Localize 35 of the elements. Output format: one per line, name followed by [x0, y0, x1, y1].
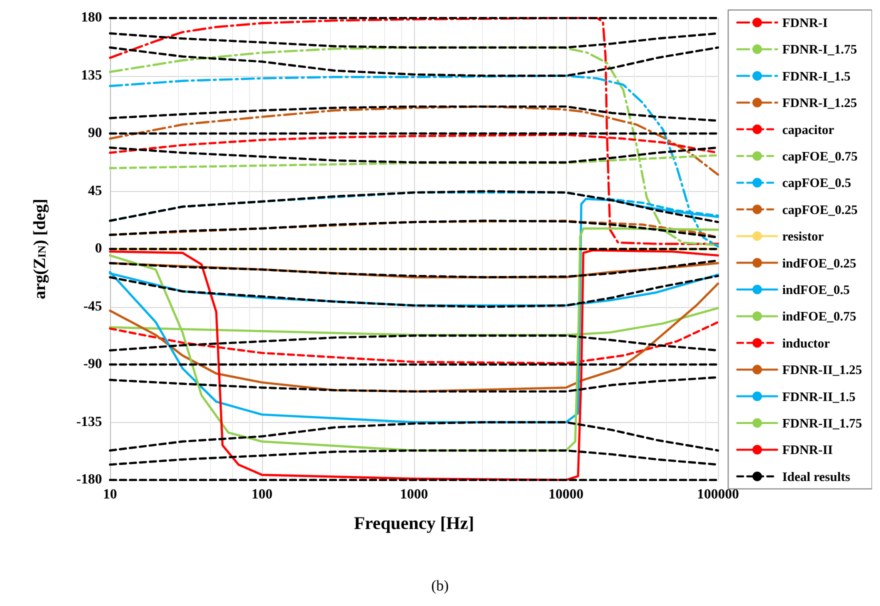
legend-label: indFOE_0.5 — [782, 282, 850, 297]
legend-label: indFOE_0.25 — [782, 255, 857, 270]
y-axis-title: arg(ZIN) [deg] — [30, 198, 49, 300]
legend-label: FDNR-I_1.75 — [782, 42, 858, 57]
y-tick-label: -180 — [76, 472, 102, 488]
y-tick-label: 90 — [88, 126, 102, 141]
legend-label: capacitor — [782, 122, 834, 137]
legend-label: capFOE_0.25 — [782, 202, 858, 217]
legend-label: FDNR-I_1.5 — [782, 68, 851, 84]
legend-label: inductor — [782, 335, 830, 350]
legend-label: indFOE_0.75 — [782, 308, 857, 324]
x-tick-label: 10000 — [548, 488, 584, 502]
legend-label: resistor — [782, 228, 824, 244]
y-tick-label: 180 — [81, 10, 102, 26]
legend-label: FDNR-I — [782, 15, 828, 30]
text: (b) — [431, 578, 449, 594]
x-tick-label: 100 — [252, 488, 272, 502]
legend-label: Ideal results — [782, 468, 850, 484]
y-tick-label: -45 — [83, 299, 102, 314]
y-tick-label: 45 — [88, 184, 102, 199]
y-tick-label: 0 — [95, 242, 102, 256]
y-tick-label: -135 — [76, 414, 102, 430]
legend-label: capFOE_0.5 — [782, 175, 852, 190]
x-axis-title: Frequency [Hz] — [354, 513, 474, 533]
x-tick-label: 1000 — [400, 488, 428, 502]
legend-label: FDNR-II_1.5 — [782, 388, 856, 404]
legend-label: FDNR-II_1.25 — [782, 362, 862, 378]
x-tick-label: 100000 — [697, 488, 739, 502]
x-tick-label: 10 — [103, 488, 117, 502]
legend-label: FDNR-II_1.75 — [782, 416, 862, 430]
y-tick-label: -90 — [83, 357, 102, 372]
legend-label: FDNR-II — [782, 442, 833, 458]
y-tick-label: 135 — [81, 68, 102, 84]
legend-label: FDNR-I_1.25 — [782, 95, 858, 110]
legend-label: capFOE_0.75 — [782, 148, 858, 164]
